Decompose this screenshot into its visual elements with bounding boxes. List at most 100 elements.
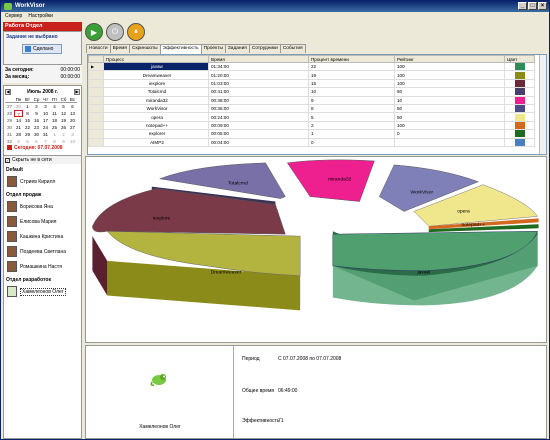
tab-4[interactable]: Проекты	[200, 44, 226, 53]
col-rating[interactable]: Рейтинг	[394, 55, 505, 63]
calendar-day[interactable]: 19	[60, 118, 66, 123]
maximize-button[interactable]: □	[528, 2, 537, 10]
col-percent[interactable]: Процент времени	[308, 55, 395, 63]
calendar-day[interactable]: 3	[71, 132, 74, 137]
calendar-day[interactable]: 6	[35, 139, 38, 144]
employee-item[interactable]: Елисова Мария	[4, 214, 81, 229]
slice-opera	[413, 184, 539, 227]
minimize-button[interactable]: _	[518, 2, 527, 10]
calendar-day[interactable]: 9	[62, 139, 65, 144]
calendar-day[interactable]: 18	[51, 118, 57, 123]
tab-5[interactable]: Задания	[224, 44, 250, 53]
tab-2[interactable]: Скриншоты	[129, 44, 161, 53]
calendar-month[interactable]: Июль 2008 г.	[27, 88, 58, 95]
tab-0[interactable]: Новости	[86, 44, 111, 53]
calendar-day[interactable]: 25	[51, 125, 57, 130]
calendar-day[interactable]: 9	[35, 111, 38, 116]
calendar-day[interactable]: 26	[60, 125, 66, 130]
employee-item[interactable]: Борисова Яна	[4, 199, 81, 214]
cell-color	[504, 70, 535, 80]
calendar-day[interactable]: 11	[52, 111, 57, 116]
pause-button[interactable]: ⏸	[127, 23, 145, 41]
calendar-day[interactable]: 7	[14, 110, 23, 117]
group-header[interactable]: Отдел разработок	[6, 277, 51, 283]
color-swatch	[514, 130, 525, 138]
calendar-day[interactable]: 8	[53, 139, 56, 144]
group-header[interactable]: Default	[6, 167, 23, 173]
calendar-day[interactable]: 30	[33, 132, 39, 137]
tab-6[interactable]: Сотрудники	[248, 44, 281, 53]
menu-settings[interactable]: Настройки	[28, 13, 53, 19]
employee-item[interactable]: Поздеева Светлана	[4, 244, 81, 259]
calendar-day[interactable]: 23	[33, 125, 39, 130]
table-row[interactable]: opera 00:24:00 5 50	[88, 112, 535, 122]
calendar-day[interactable]: 14	[15, 118, 21, 123]
table-row[interactable]: WorkVisor 00:35:00 8 50	[88, 103, 535, 114]
prev-month-button[interactable]: ◀	[5, 88, 11, 95]
play-button[interactable]: ▶	[85, 23, 103, 41]
calendar-day[interactable]: 31	[42, 132, 48, 137]
stop-button[interactable]: ⏻	[106, 23, 124, 41]
chameleon-avatar-icon	[150, 374, 166, 386]
calendar-day[interactable]: 1	[53, 132, 56, 137]
calendar-day[interactable]: 10	[69, 139, 75, 144]
calendar-day[interactable]: 2	[62, 132, 65, 137]
today-link[interactable]: Сегодня: 07.07.2008	[5, 145, 80, 151]
next-month-button[interactable]: ▶	[74, 88, 80, 95]
calendar-day[interactable]: 27	[69, 125, 75, 130]
calendar-day[interactable]: 13	[69, 111, 75, 116]
calendar-day[interactable]: 20	[69, 118, 75, 123]
hide-offline-checkbox[interactable]: ✓ Скрыть не в сети	[4, 156, 81, 164]
calendar-day[interactable]: 5	[26, 139, 29, 144]
calendar-day[interactable]: 7	[44, 139, 47, 144]
table-scrollbar[interactable]	[539, 55, 546, 154]
tab-3[interactable]: Эффективность	[159, 44, 202, 54]
total-time-value: 06:49:00	[278, 388, 298, 394]
table-row[interactable]: AIMP2 00:04:00 0	[88, 137, 535, 147]
week-number: 31	[6, 132, 12, 137]
done-button[interactable]: Сделано	[22, 44, 62, 54]
slice-workvisor	[378, 164, 479, 212]
employee-item[interactable]: Ромашкина Настя	[4, 259, 81, 274]
calendar-day[interactable]: 3	[44, 104, 47, 109]
calendar-day[interactable]: 5	[62, 104, 65, 109]
menu-server[interactable]: Сервер	[5, 13, 23, 19]
employee-item[interactable]: Кашкина Кристина	[4, 229, 81, 244]
pie-label-workvisor: WorkVisor	[411, 190, 434, 196]
table-row[interactable]: explorer 00:05:00 1 0	[88, 129, 535, 139]
col-color[interactable]: Цвет	[504, 55, 535, 63]
calendar-day[interactable]: 22	[24, 125, 30, 130]
employee-item[interactable]: Хамелеонов Олег	[4, 284, 81, 299]
calendar-day[interactable]: 29	[24, 132, 30, 137]
calendar-day[interactable]: 30	[15, 104, 21, 109]
table-row[interactable]: iexplore 01:03:00 15 100	[88, 78, 535, 89]
pie-label-notepad: notepad++	[461, 222, 485, 228]
table-row[interactable]: Dreamweaver 01:20:00 19 100	[88, 70, 535, 80]
calendar-day[interactable]: 4	[53, 104, 56, 109]
calendar-day[interactable]: 24	[42, 125, 48, 130]
calendar-day[interactable]: 4	[17, 139, 20, 144]
table-row[interactable]: Totalcmd 00:41:00 10 60	[88, 87, 535, 97]
calendar-day[interactable]: 15	[24, 118, 30, 123]
calendar-day[interactable]: 16	[33, 118, 39, 123]
close-button[interactable]: ×	[538, 2, 547, 10]
employee-item[interactable]: Стриев Кирилл	[4, 174, 81, 189]
efficiency-value: 71	[278, 418, 284, 424]
tab-1[interactable]: Время	[109, 44, 131, 53]
group-header[interactable]: Отдел продаж	[6, 192, 42, 198]
calendar-day[interactable]: 21	[15, 125, 21, 130]
calendar-day[interactable]: 12	[60, 111, 66, 116]
tab-7[interactable]: События	[279, 44, 306, 53]
calendar-day[interactable]: 2	[35, 104, 38, 109]
calendar-day[interactable]: 1	[26, 104, 29, 109]
table-row[interactable]: ▶ javaw 01:34:00 22 100	[88, 61, 535, 72]
calendar-day[interactable]: 17	[42, 118, 48, 123]
calendar-day[interactable]: 6	[71, 104, 74, 109]
calendar-day[interactable]: 8	[26, 111, 29, 116]
calendar-day[interactable]: 28	[15, 132, 21, 137]
table-row[interactable]: notepad++ 00:09:00 2 100	[88, 120, 535, 131]
col-time[interactable]: Время	[208, 55, 309, 63]
table-row[interactable]: miranda32 00:38:00 9 10	[88, 95, 535, 105]
col-process[interactable]: Процесс	[103, 55, 209, 63]
calendar-day[interactable]: 10	[42, 111, 48, 116]
